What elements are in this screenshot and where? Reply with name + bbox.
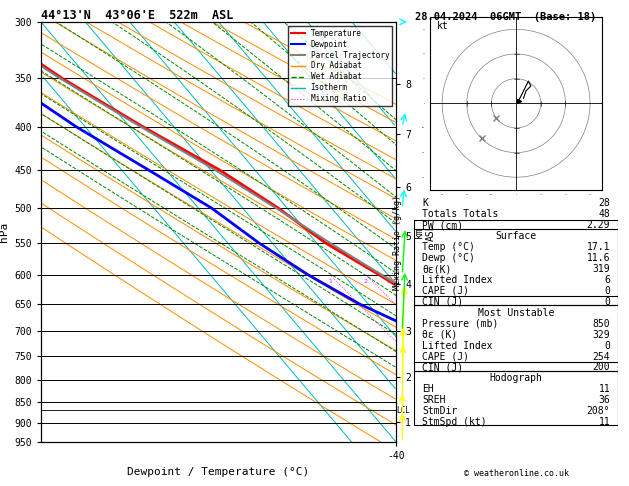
Bar bbox=[414, 296, 618, 371]
Text: CAPE (J): CAPE (J) bbox=[422, 286, 469, 296]
X-axis label: Dewpoint / Temperature (°C): Dewpoint / Temperature (°C) bbox=[128, 467, 309, 477]
Text: 200: 200 bbox=[593, 363, 610, 372]
Text: 6: 6 bbox=[604, 275, 610, 285]
Text: 850: 850 bbox=[593, 319, 610, 329]
Text: 11: 11 bbox=[598, 384, 610, 394]
Bar bbox=[414, 220, 618, 305]
Text: 1: 1 bbox=[328, 279, 332, 284]
Text: PW (cm): PW (cm) bbox=[422, 220, 463, 230]
Text: Lifted Index: Lifted Index bbox=[422, 275, 493, 285]
Text: 28: 28 bbox=[598, 198, 610, 208]
Text: Temp (°C): Temp (°C) bbox=[422, 242, 475, 252]
Bar bbox=[414, 362, 618, 425]
Text: Most Unstable: Most Unstable bbox=[478, 308, 554, 318]
Text: LCL: LCL bbox=[397, 406, 411, 415]
Text: 0: 0 bbox=[604, 341, 610, 350]
Text: 2.29: 2.29 bbox=[587, 220, 610, 230]
Text: 208°: 208° bbox=[587, 406, 610, 416]
Text: 0: 0 bbox=[604, 297, 610, 307]
Text: 329: 329 bbox=[593, 330, 610, 340]
Text: θε (K): θε (K) bbox=[422, 330, 457, 340]
Text: Totals Totals: Totals Totals bbox=[422, 209, 498, 219]
Text: 17.1: 17.1 bbox=[587, 242, 610, 252]
Text: Dewp (°C): Dewp (°C) bbox=[422, 253, 475, 263]
Text: 11: 11 bbox=[598, 417, 610, 427]
Legend: Temperature, Dewpoint, Parcel Trajectory, Dry Adiabat, Wet Adiabat, Isotherm, Mi: Temperature, Dewpoint, Parcel Trajectory… bbox=[288, 26, 392, 106]
Text: 28.04.2024  06GMT  (Base: 18): 28.04.2024 06GMT (Base: 18) bbox=[415, 12, 596, 22]
Text: EH: EH bbox=[422, 384, 434, 394]
Text: Pressure (mb): Pressure (mb) bbox=[422, 319, 498, 329]
Text: CAPE (J): CAPE (J) bbox=[422, 351, 469, 362]
Text: Lifted Index: Lifted Index bbox=[422, 341, 493, 350]
Text: 48: 48 bbox=[598, 209, 610, 219]
Text: 319: 319 bbox=[593, 264, 610, 274]
Text: θε(K): θε(K) bbox=[422, 264, 452, 274]
Text: 2: 2 bbox=[364, 279, 368, 284]
Text: SREH: SREH bbox=[422, 395, 445, 405]
Text: CIN (J): CIN (J) bbox=[422, 363, 463, 372]
Text: 36: 36 bbox=[598, 395, 610, 405]
Y-axis label: km
ASL: km ASL bbox=[414, 223, 435, 241]
Text: Mixing Ratio (g/kg): Mixing Ratio (g/kg) bbox=[393, 195, 402, 291]
Text: StmDir: StmDir bbox=[422, 406, 457, 416]
Text: 254: 254 bbox=[593, 351, 610, 362]
Text: 3: 3 bbox=[386, 279, 390, 284]
Text: Hodograph: Hodograph bbox=[489, 373, 543, 383]
Text: CIN (J): CIN (J) bbox=[422, 297, 463, 307]
Text: kt: kt bbox=[437, 21, 449, 31]
Text: 44°13'N  43°06'E  522m  ASL: 44°13'N 43°06'E 522m ASL bbox=[41, 9, 233, 22]
Text: © weatheronline.co.uk: © weatheronline.co.uk bbox=[464, 469, 569, 478]
Y-axis label: hPa: hPa bbox=[0, 222, 9, 242]
Text: StmSpd (kt): StmSpd (kt) bbox=[422, 417, 487, 427]
Text: 0: 0 bbox=[604, 286, 610, 296]
Text: Surface: Surface bbox=[496, 231, 537, 241]
Text: K: K bbox=[422, 198, 428, 208]
Text: 11.6: 11.6 bbox=[587, 253, 610, 263]
